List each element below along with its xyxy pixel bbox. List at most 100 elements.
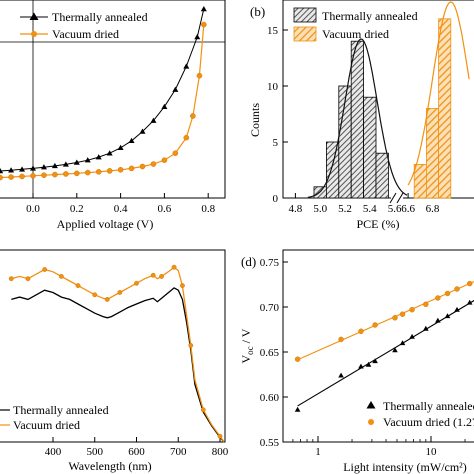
legend-b-annealed-label: Thermally annealed xyxy=(322,9,418,23)
panel-a-annealed-point xyxy=(73,159,80,165)
panel-d-annealed-point xyxy=(435,317,441,323)
panel-d-vacuum-point xyxy=(358,328,364,334)
panel-d-x-tick-label: 10 xyxy=(426,446,438,458)
panel-b-annealed-bar xyxy=(325,141,340,199)
panel-c-vacuum-point xyxy=(42,267,48,272)
panel-d-annealed-point xyxy=(392,347,398,353)
panel-a-vacuum-point xyxy=(8,174,14,180)
panel-d-y-label-main: V xyxy=(239,354,253,363)
panel-c-x-tick-label: 400 xyxy=(45,446,62,458)
panel-a-x-ticks: 0.0 0.2 0.4 0.6 0.8 xyxy=(26,193,216,215)
panel-d-annealed-point xyxy=(399,340,406,346)
legend-d-annealed: Thermally annealed ( xyxy=(366,399,474,413)
panel-a-annealed-point xyxy=(0,168,4,174)
panel-c-vacuum-point xyxy=(159,273,164,279)
panel-a-vacuum-point xyxy=(190,113,196,119)
panel-a-vacuum-point xyxy=(128,165,135,172)
triangle-marker-icon xyxy=(29,12,39,20)
panel-b-x-tick-label: 5.0 xyxy=(313,203,327,215)
panel-c-vacuum-point xyxy=(180,283,185,288)
panel-a-annealed-point xyxy=(95,154,102,160)
panel-b-annealed-bar xyxy=(350,40,365,199)
panel-c-vacuum-point xyxy=(58,273,64,279)
panel-d-vacuum-point xyxy=(392,315,398,321)
panel-a-vacuum-point xyxy=(52,171,58,178)
panel-a-annealed-point xyxy=(51,162,58,169)
panel-d-vacuum-point xyxy=(338,336,344,343)
panel-a-frame xyxy=(0,0,226,199)
panel-b-x-tick-label: 6.6 xyxy=(401,203,415,215)
panel-b-axis-break-icon xyxy=(389,192,404,204)
panel-b-x-tick-label: 6.8 xyxy=(426,203,440,215)
panel-c-frame xyxy=(0,249,226,443)
legend-c-vacuum-label: Vacuum dried xyxy=(13,418,80,432)
panel-d-annealed-fit-line xyxy=(297,299,474,407)
panel-d-y-tick-label: 0.55 xyxy=(260,437,280,449)
panel-b-legend: Thermally annealed Vacuum dried xyxy=(293,7,418,42)
panel-d-label: (d) xyxy=(241,254,256,269)
panel-b-bars xyxy=(313,18,452,199)
panel-b-vacuum-bar xyxy=(413,163,427,199)
panel-a-annealed-point xyxy=(139,128,146,134)
panel-a-vacuum-point xyxy=(201,21,207,28)
panel-a-annealed-point xyxy=(117,144,124,151)
legend-b-vacuum-label: Vacuum dried xyxy=(322,27,389,41)
panel-a-annealed-point xyxy=(183,63,190,69)
panel-d-vacuum-point xyxy=(409,307,415,313)
panel-a-annealed-point xyxy=(200,6,207,12)
panel-b-x-tick-label: 5.4 xyxy=(363,203,377,215)
panel-a-annealed-point xyxy=(19,166,26,172)
panel-a-vacuum-point xyxy=(183,134,190,141)
legend-c-vacuum: Vacuum dried xyxy=(0,418,80,432)
panel-c-vacuum-curve xyxy=(11,266,225,443)
panel-d-vacuum-point xyxy=(444,290,451,297)
panel-d-y-axis-label: Voc / V xyxy=(239,328,255,363)
panel-b-vacuum-bar xyxy=(425,108,439,199)
panel-c-vacuum-point xyxy=(117,290,123,295)
panel-b-y-tick-label: 10 xyxy=(267,81,279,93)
panel-b-vacuum-fit-curve xyxy=(407,1,470,186)
legend-a-annealed-label: Thermally annealed xyxy=(52,10,148,24)
panel-d-vacuum-point xyxy=(466,280,473,287)
panel-d-vacuum-point xyxy=(454,286,460,292)
panel-c-x-tick-label: 800 xyxy=(212,446,229,458)
panel-d-annealed-point xyxy=(454,306,460,312)
panel-d-y-label-sub: oc xyxy=(245,346,255,355)
panel-d-voc-intensity: (d) 0.55 0.60 0.65 0.70 0.75 1 10 Voc / V Ligh… xyxy=(239,249,474,474)
panel-b-y-tick-label: 5 xyxy=(273,137,279,149)
panel-a-series xyxy=(0,6,207,181)
panel-a-annealed-point xyxy=(161,103,168,109)
legend-c-annealed: Thermally annealed xyxy=(0,403,109,417)
panel-a-vacuum-point xyxy=(196,72,203,79)
panel-b-x-tick-label: 4.8 xyxy=(289,203,303,215)
legend-c-annealed-label: Thermally annealed xyxy=(13,403,109,417)
panel-c-vacuum-point xyxy=(217,433,223,439)
panel-b-annealed-bar xyxy=(363,96,377,199)
panel-d-annealed-point xyxy=(365,361,372,367)
panel-a-vacuum-point xyxy=(74,170,80,177)
panel-b-ticks: 0 5 10 15 4.8 5.0 5.2 5.4 5.6 6.6 6.8 xyxy=(267,25,440,215)
panel-d-annealed-point xyxy=(338,372,344,378)
panel-d-vacuum-fit-line xyxy=(297,281,474,361)
panel-d-vacuum-point xyxy=(423,301,429,307)
panel-d-vacuum-point xyxy=(435,295,441,301)
panel-d-x-axis-label: Light intensity (mW/cm²) xyxy=(343,460,467,474)
panel-a-annealed-point xyxy=(62,161,69,167)
panel-a-x-tick-label: 0.2 xyxy=(70,203,84,215)
panel-d-annealed-point xyxy=(409,333,415,339)
panel-c-vacuum-point xyxy=(150,272,156,278)
panel-d-annealed-point xyxy=(372,358,378,364)
panel-d-series xyxy=(294,280,474,412)
legend-a-annealed: Thermally annealed xyxy=(20,10,148,24)
panel-c-series xyxy=(8,264,225,443)
panel-d-annealed-point xyxy=(423,325,429,331)
panel-c-x-axis-label: Wavelength (nm) xyxy=(68,459,151,473)
panel-c-vacuum-point xyxy=(188,342,194,348)
panel-a-vacuum-point xyxy=(19,173,25,180)
panel-c-legend: Thermally annealed Vacuum dried xyxy=(0,403,109,432)
panel-c-vacuum-point xyxy=(75,283,81,288)
legend-d-vacuum: Vacuum dried (1.27 xyxy=(368,415,474,429)
panel-c-vacuum-point xyxy=(134,280,139,286)
panel-c-x-tick-label: 700 xyxy=(170,446,187,458)
panel-a-vacuum-point xyxy=(0,174,3,181)
